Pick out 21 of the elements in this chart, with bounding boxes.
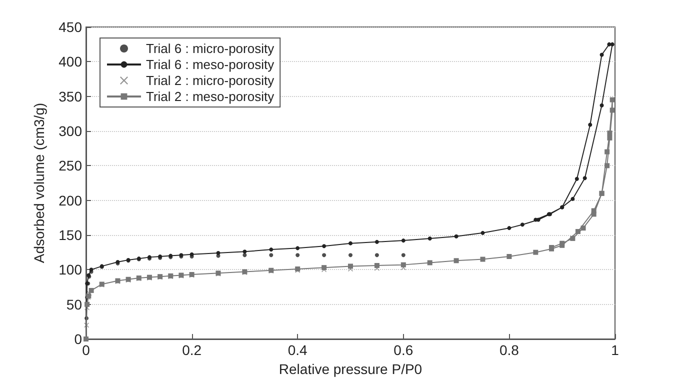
x-tick-label: 0.6 bbox=[394, 342, 414, 358]
x-tick-label: 1 bbox=[611, 342, 620, 358]
x-axis-title: Relative pressure P/P0 bbox=[278, 360, 422, 377]
legend-label: Trial 6 : meso-porosity bbox=[146, 57, 275, 72]
legend-label: Trial 6 : micro-porosity bbox=[146, 41, 275, 56]
y-tick-label: 300 bbox=[58, 123, 82, 139]
x-tick-label: 0.2 bbox=[182, 342, 202, 358]
y-tick-label: 50 bbox=[66, 296, 82, 312]
x-tick-label: 0.8 bbox=[499, 342, 520, 358]
y-axis-title: Adsorbed volume (cm3/g) bbox=[31, 102, 47, 264]
y-tick-label: 450 bbox=[58, 19, 82, 35]
y-tick-label: 150 bbox=[58, 227, 82, 243]
y-tick-label: 250 bbox=[58, 158, 82, 174]
legend-label: Trial 2 : micro-porosity bbox=[146, 73, 275, 88]
x-tick-label: 0.4 bbox=[288, 342, 308, 358]
y-tick-label: 200 bbox=[58, 192, 82, 208]
y-tick-label: 0 bbox=[74, 331, 82, 347]
legend-label: Trial 2 : meso-porosity bbox=[146, 89, 275, 104]
y-tick-label: 400 bbox=[58, 54, 82, 70]
y-tick-label: 100 bbox=[58, 262, 82, 278]
y-tick-label: 350 bbox=[58, 88, 82, 104]
